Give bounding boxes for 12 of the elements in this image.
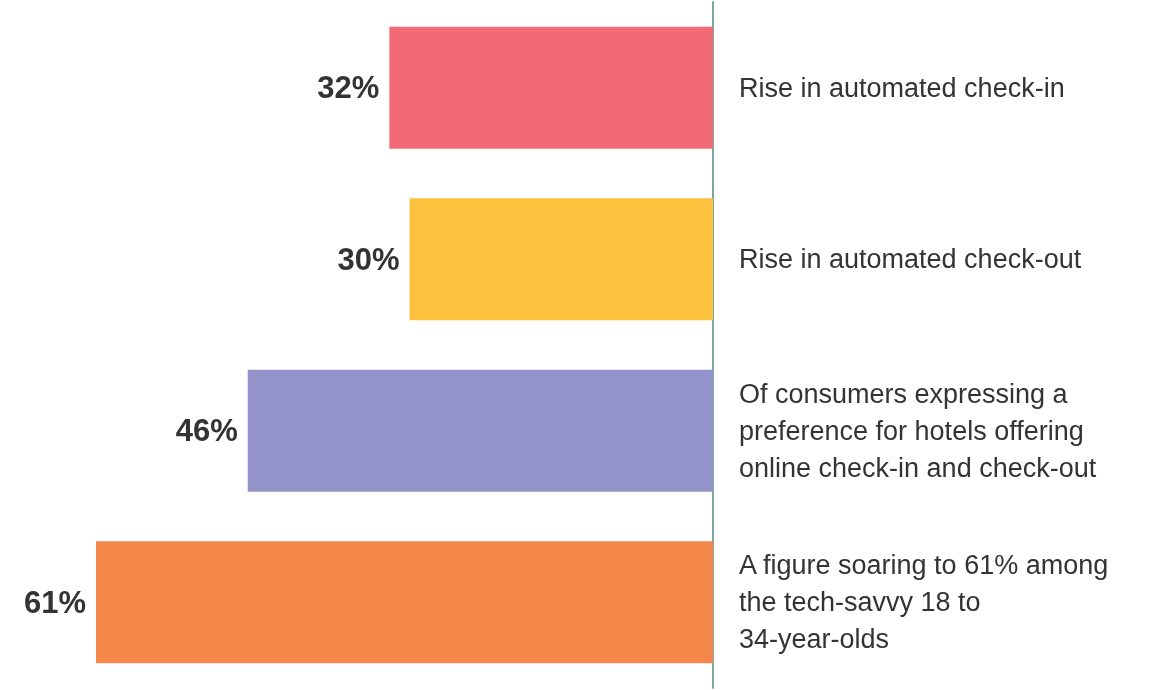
bar (409, 198, 713, 321)
y-tick-label: A figure soaring to 61% among the tech-savvy 18 to 34-year-olds (739, 550, 1116, 655)
y-tick-label: Of consumers expressing a preference for hotels offering online check-in and check-out (739, 378, 1097, 483)
y-tick-label: Rise in automated check-out (739, 244, 1082, 275)
y-tick-label: Rise in automated check-in (739, 72, 1065, 103)
bar (247, 369, 713, 492)
bar (389, 26, 713, 149)
data-label: 46% (175, 413, 238, 449)
data-label: 32% (317, 70, 380, 106)
data-label: 61% (23, 584, 86, 620)
data-label: 30% (337, 241, 400, 277)
bar (96, 541, 713, 664)
